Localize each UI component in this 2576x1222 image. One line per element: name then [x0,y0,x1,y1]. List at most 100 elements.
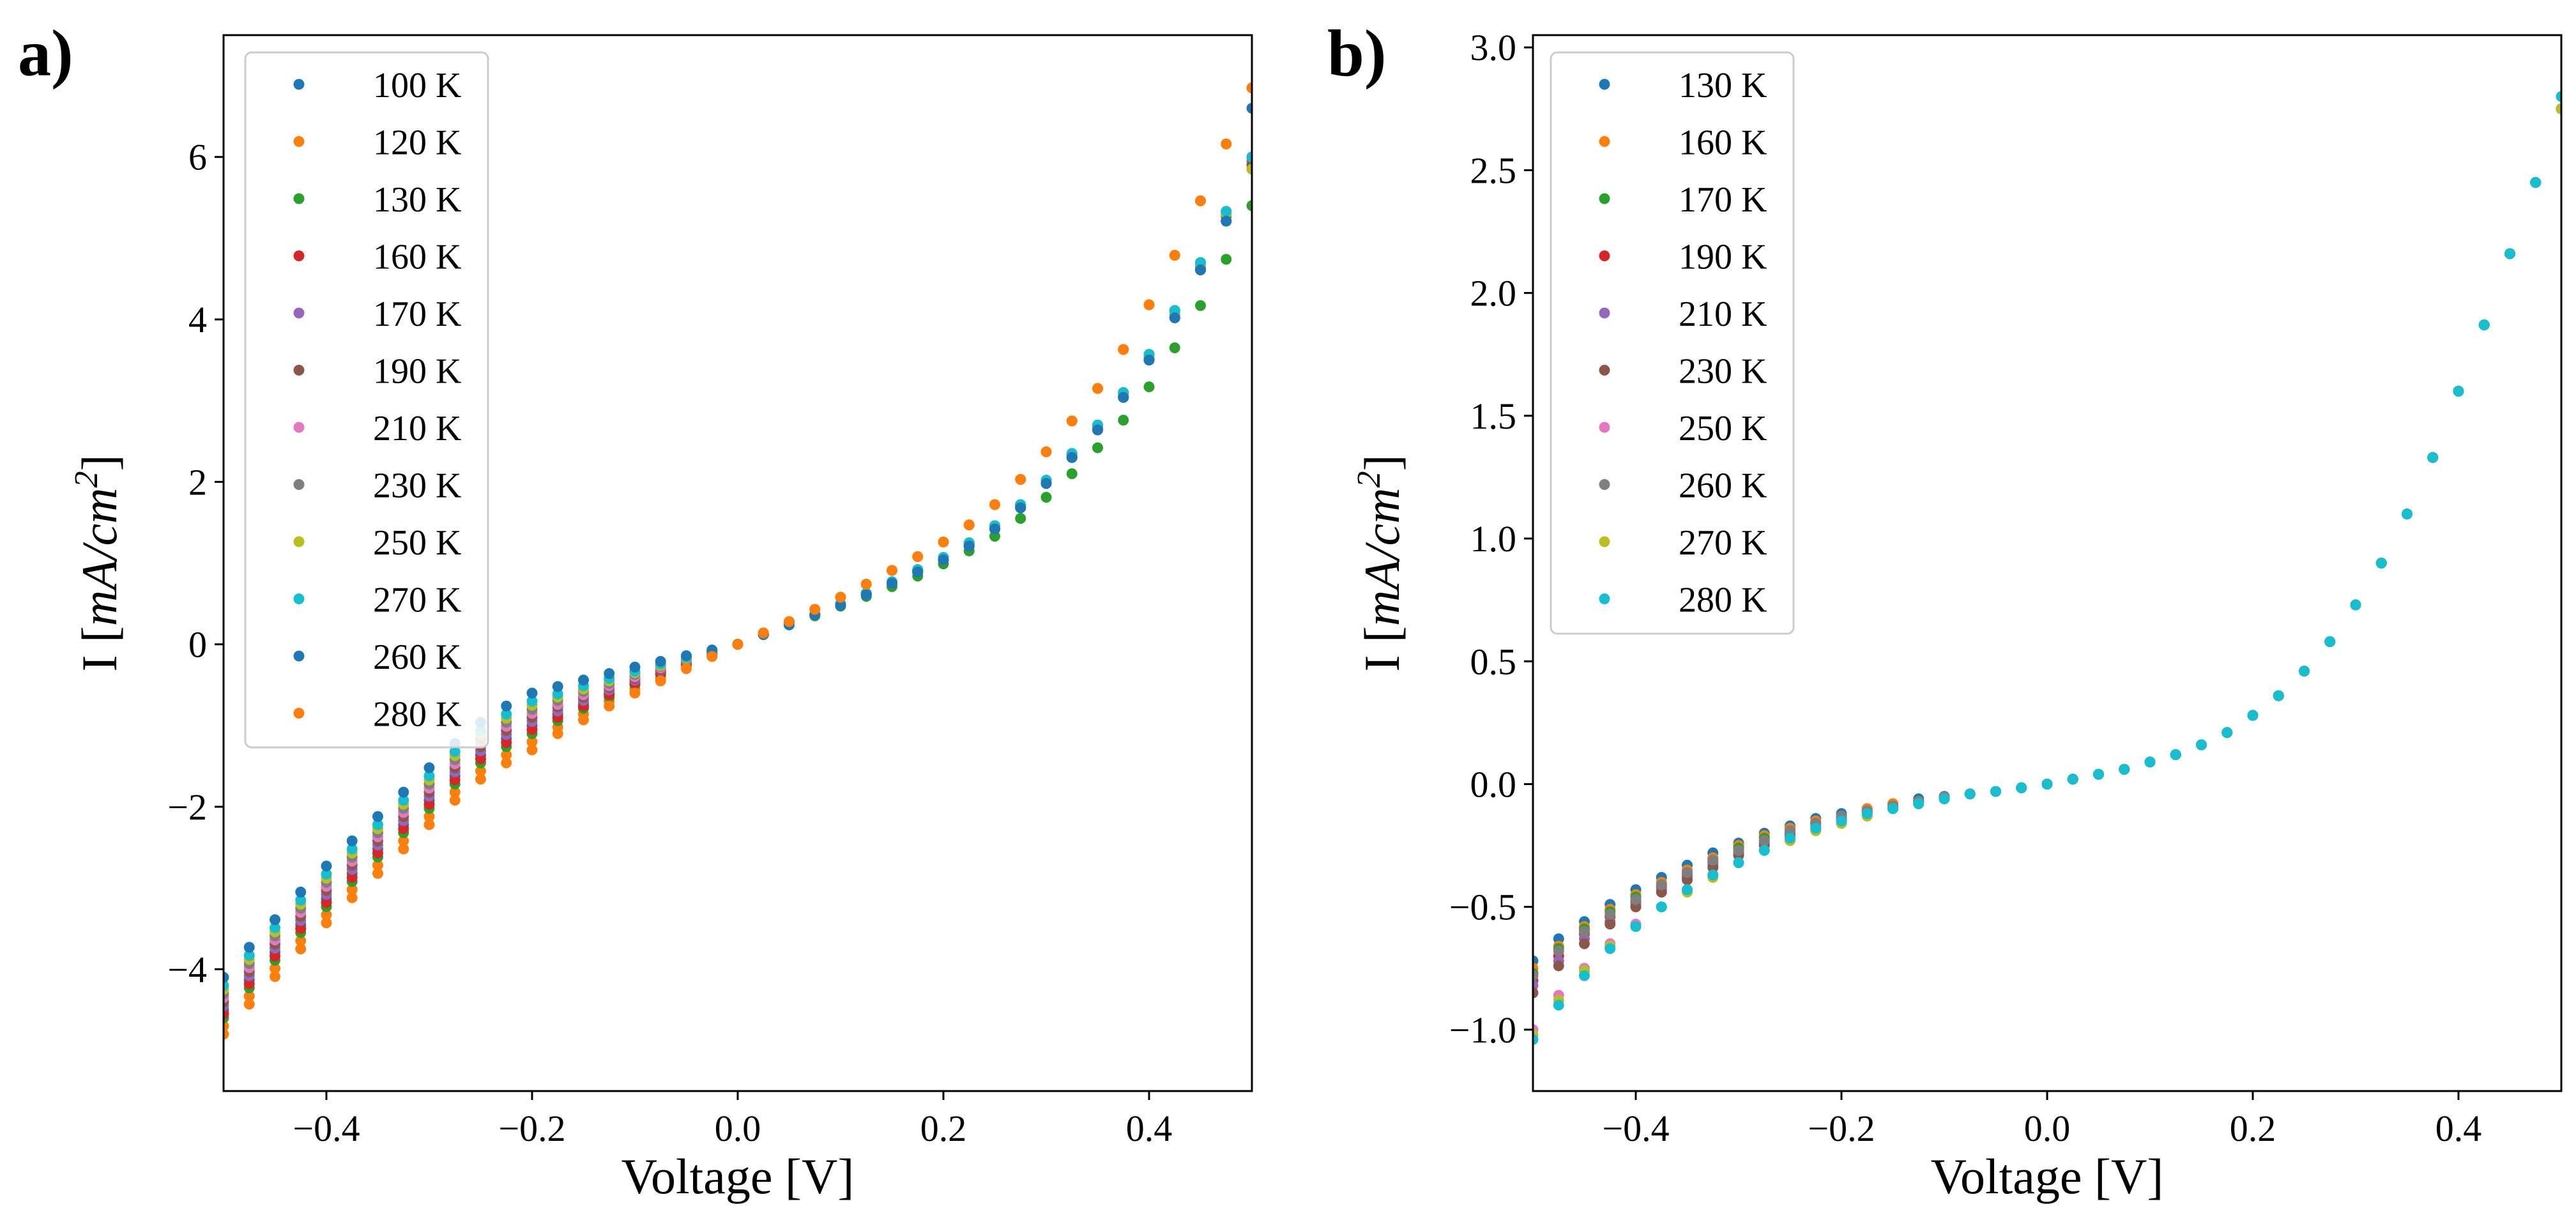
data-point [243,998,255,1010]
data-point [1040,478,1052,489]
data-point [1630,894,1642,905]
legend-label: 260 K [1679,466,1767,506]
data-point [1015,474,1026,485]
y-tick-label: −4 [167,949,207,990]
legend-marker [293,593,305,604]
data-point [1579,938,1590,949]
data-point [1785,832,1795,844]
data-point [475,774,486,785]
y-tick-label: 6 [188,137,207,178]
data-point [224,1028,229,1040]
data-point [578,714,589,726]
data-point [655,675,666,687]
x-tick-label: −0.4 [293,1108,360,1149]
data-point [2478,319,2490,331]
x-tick-label: 0.2 [2230,1108,2276,1149]
data-point [449,795,461,806]
data-point [475,753,486,765]
data-point [1939,793,1950,805]
data-point [321,917,332,929]
y-tick-label: −2 [167,786,207,828]
data-point [2504,248,2515,259]
data-point [1221,215,1232,227]
data-point [526,744,538,756]
data-point [1533,1034,1539,1045]
y-axis-label-prefix: I [ [72,626,127,671]
data-point [224,1008,229,1020]
data-point [809,604,821,615]
data-point [295,935,307,947]
data-point [243,950,255,961]
y-tick-label: 0.5 [1470,641,1517,682]
x-axis-label: Voltage [V] [621,1149,855,1204]
legend-marker [1599,593,1610,604]
data-point [1246,200,1252,211]
data-point [655,655,666,667]
data-point [346,835,358,846]
data-point [552,681,563,692]
legend-marker [293,307,305,319]
data-point [526,696,538,707]
data-point [1169,312,1180,323]
data-point [526,687,538,699]
legend-marker [293,365,305,376]
legend: 130 K 160 K 170 K 190 K 210 K 230 K 250 K 260 K… [1550,51,1795,635]
x-tick-label: −0.2 [498,1108,565,1149]
data-point [1221,254,1232,265]
data-point [1579,970,1590,981]
data-point [989,523,1000,535]
legend-marker [1599,365,1610,376]
data-point [1656,901,1667,913]
data-point [1533,987,1539,998]
legend-label: 130 K [1679,66,1767,105]
data-point [501,700,512,712]
data-point [1553,945,1564,957]
legend-label: 120 K [373,123,461,163]
data-point [270,914,280,926]
y-axis-label-suffix: ] [72,454,127,471]
data-point [604,668,615,679]
data-point [372,819,383,830]
data-point [398,786,409,798]
y-tick-label: 4 [188,299,207,340]
data-point [449,746,461,757]
legend-marker [293,479,305,490]
data-point [2427,452,2439,463]
x-axis-label: Voltage [V] [1931,1149,2164,1204]
data-point [1707,869,1719,881]
data-point [2041,778,2053,790]
x-tick-label: 0.4 [2435,1108,2482,1149]
data-point [243,978,255,989]
data-point [1656,879,1667,890]
legend-label: 280 K [1679,581,1767,620]
data-point [224,980,229,991]
legend-marker [293,536,305,547]
data-point [1553,960,1564,972]
data-point [501,749,512,761]
x-tick-label: 0.2 [920,1108,967,1149]
legend-label: 160 K [373,238,461,277]
data-point [2350,599,2361,611]
data-point [224,972,229,983]
y-tick-label: 2 [188,461,207,503]
data-point [1221,206,1232,217]
x-tick-label: −0.4 [1602,1108,1669,1149]
data-point [578,675,589,686]
data-point [526,736,538,747]
y-axis-label-suffix: ] [1354,454,1410,471]
data-point [1758,835,1770,846]
data-point [887,565,897,576]
data-point [1221,138,1232,149]
legend-marker [1599,136,1610,147]
data-point [2196,739,2207,751]
data-point [912,551,924,562]
data-point [1118,392,1129,403]
data-point [270,963,280,974]
data-point [423,770,435,782]
data-point [1861,808,1873,820]
data-point [321,909,332,920]
data-point [1682,884,1693,896]
y-tick-label: 1.0 [1470,518,1517,560]
data-point [1143,299,1155,310]
